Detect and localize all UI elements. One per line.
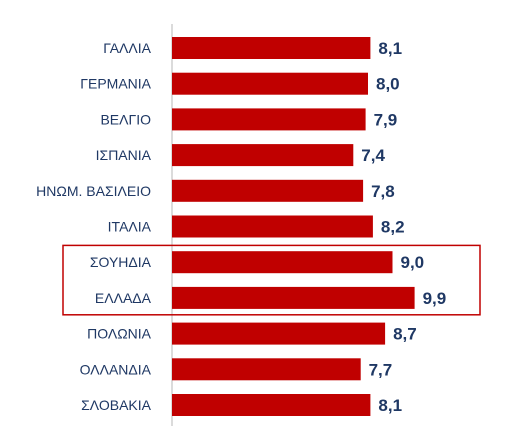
bar-6	[172, 215, 373, 238]
highlight-box	[62, 244, 481, 316]
category-label-7: ΣΟΥΗΔΙΑ	[90, 254, 152, 270]
category-label-5: ΗΝΩΜ. ΒΑΣΙΛΕΙΟ	[36, 183, 151, 199]
value-label-2: 8,0	[376, 75, 400, 94]
bar-9	[172, 322, 386, 345]
bar-4	[172, 144, 354, 167]
bar-5	[172, 179, 364, 202]
value-label-10: 7,7	[369, 360, 393, 379]
category-label-10: ΟΛΛΑΝΔΙΑ	[80, 361, 152, 377]
category-label-11: ΣΛΟΒΑΚΙΑ	[81, 397, 152, 413]
value-label-3: 7,9	[374, 110, 398, 129]
bar-11	[172, 394, 371, 416]
value-label-6: 8,2	[381, 218, 405, 237]
bar-3	[172, 108, 366, 131]
bar-2	[172, 72, 368, 95]
value-labels-group: 8,1 8,0 7,9 7,4 7,8 8,2 9,0 9,9 8,77,7 8,1	[361, 39, 446, 415]
value-label-7: 9,0	[401, 253, 425, 272]
bar-10	[172, 358, 361, 381]
value-label-11: 8,1	[378, 396, 402, 415]
category-label-6: ΙΤΑΛΙΑ	[108, 219, 152, 235]
value-label-9: 8,7	[393, 325, 417, 344]
category-label-2: ΓΕΡΜΑΝΙΑ	[80, 76, 151, 92]
bar-1	[172, 37, 371, 59]
value-label-1: 8,1	[378, 39, 402, 58]
value-label-5: 7,8	[371, 182, 395, 201]
category-label-8: ΕΛΛΑΔΑ	[95, 290, 152, 306]
category-label-4: ΙΣΠΑΝΙΑ	[96, 147, 152, 163]
category-label-3: ΒΕΛΓΙΟ	[100, 111, 151, 127]
bars-group	[172, 37, 415, 416]
value-label-8: 9,9	[423, 289, 447, 308]
category-label-9: ΠΟΛΩΝΙΑ	[87, 326, 152, 342]
category-labels-group: ΓΑΛΛΙΑ ΓΕΡΜΑΝΙΑ ΒΕΛΓΙΟ ΙΣΠΑΝΙΑ ΗΝΩΜ. ΒΑΣΙΛΕΙ…	[36, 40, 151, 413]
category-label-1: ΓΑΛΛΙΑ	[103, 40, 151, 56]
bar-8	[172, 286, 415, 309]
bar-7	[172, 251, 393, 274]
value-label-4: 7,4	[361, 146, 385, 165]
